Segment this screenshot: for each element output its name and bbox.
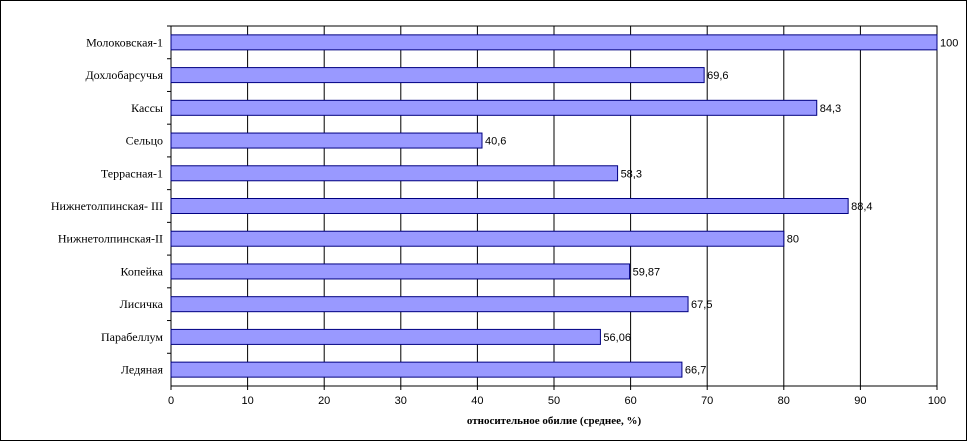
x-tick-label: 20 bbox=[318, 395, 330, 407]
category-label: Парабеллум bbox=[101, 330, 163, 344]
bar bbox=[170, 67, 705, 84]
data-label: 56,06 bbox=[603, 332, 631, 344]
x-tick-label: 80 bbox=[778, 395, 790, 407]
data-label: 58,3 bbox=[621, 168, 642, 180]
data-label: 88,4 bbox=[851, 201, 872, 213]
data-label: 69,6 bbox=[707, 70, 728, 82]
data-label: 80 bbox=[787, 234, 799, 246]
x-axis-title: относительное обилие (среднее, %) bbox=[467, 415, 642, 427]
x-tick-label: 50 bbox=[548, 395, 560, 407]
category-label: Нижнетолпинская- III bbox=[51, 199, 163, 213]
x-tick-label: 0 bbox=[168, 395, 174, 407]
data-label: 66,7 bbox=[685, 365, 706, 377]
x-tick-label: 10 bbox=[241, 395, 253, 407]
x-tick-label: 100 bbox=[928, 395, 946, 407]
bar bbox=[170, 230, 785, 247]
bar bbox=[170, 263, 631, 280]
data-label: 100 bbox=[940, 37, 958, 49]
x-tick-label: 70 bbox=[701, 395, 713, 407]
category-label: Ледяная bbox=[121, 363, 164, 377]
bar bbox=[170, 296, 689, 313]
data-label: 67,5 bbox=[691, 299, 712, 311]
bar bbox=[170, 328, 601, 345]
category-label: Дохлобарсучья bbox=[85, 68, 163, 82]
x-tick-label: 40 bbox=[471, 395, 483, 407]
bar bbox=[170, 198, 849, 214]
x-tick-label: 90 bbox=[854, 395, 866, 407]
category-label: Нижнетолпинская-II bbox=[58, 232, 163, 246]
category-label: Террасная-1 bbox=[101, 166, 163, 180]
bar bbox=[170, 34, 938, 51]
category-label: Сельцо bbox=[126, 134, 163, 148]
category-label: Кассы bbox=[131, 101, 163, 115]
category-label: Копейка bbox=[120, 264, 163, 278]
category-label: Молоковская-1 bbox=[86, 35, 163, 49]
bar bbox=[170, 99, 818, 116]
category-label: Лисичка bbox=[120, 297, 164, 311]
data-label: 84,3 bbox=[820, 103, 841, 115]
x-tick-label: 60 bbox=[624, 395, 636, 407]
data-label: 59,87 bbox=[633, 266, 661, 278]
bar bbox=[170, 132, 483, 149]
bar bbox=[170, 361, 683, 378]
x-tick-label: 30 bbox=[395, 395, 407, 407]
data-label: 40,6 bbox=[485, 136, 506, 148]
bar bbox=[170, 165, 619, 182]
